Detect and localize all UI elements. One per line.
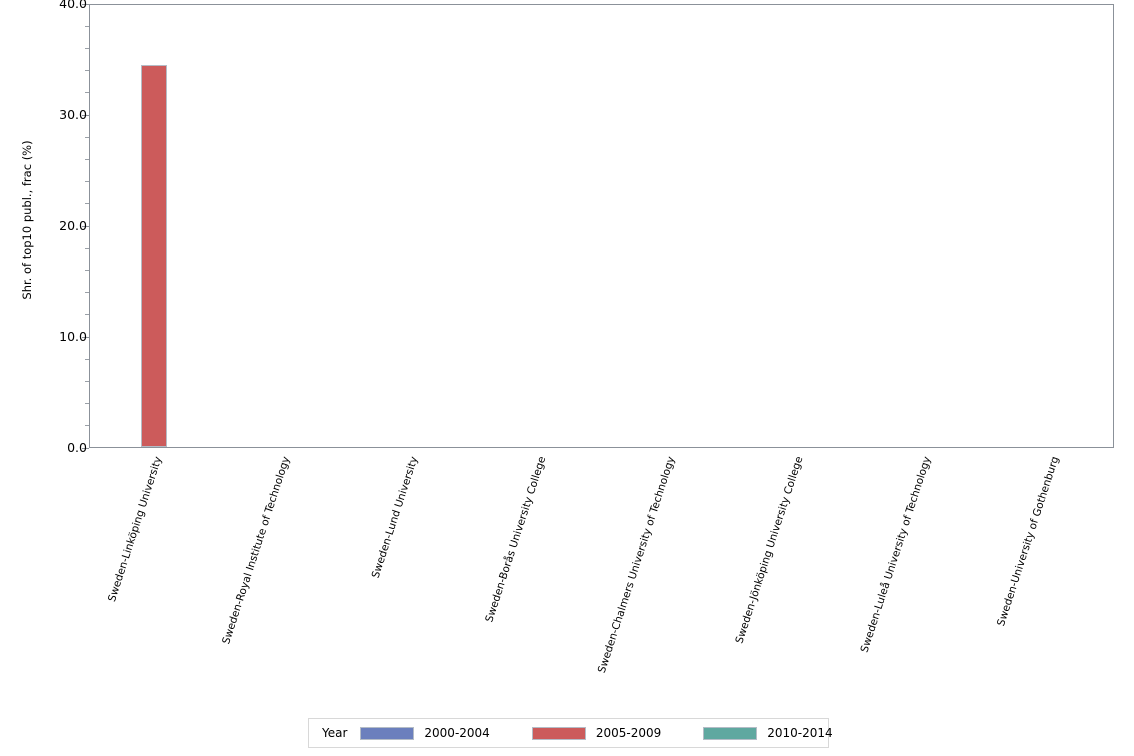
y-tick-minor [85, 70, 89, 72]
y-tick-label: 40.0 [59, 0, 87, 11]
y-tick-major [82, 336, 89, 338]
y-tick-minor [85, 380, 89, 382]
y-tick-minor [85, 158, 89, 160]
x-tick-label: Sweden-Borås University College [483, 455, 549, 624]
y-tick-label: 30.0 [59, 107, 87, 122]
x-tick-label: Sweden-Linköping University [106, 455, 165, 604]
y-tick-minor [85, 92, 89, 94]
legend-swatch [360, 726, 415, 740]
legend-label: 2005-2009 [595, 726, 662, 740]
y-tick-minor [85, 47, 89, 49]
legend-swatch [703, 726, 758, 740]
x-tick-label: Sweden-Royal Institute of Technology [220, 455, 293, 646]
y-tick-minor [85, 358, 89, 360]
y-tick-minor [85, 269, 89, 271]
y-tick-minor [85, 403, 89, 405]
y-tick-minor [85, 181, 89, 183]
legend-label: 2010-2014 [767, 726, 833, 740]
y-tick-major [82, 447, 89, 449]
y-tick-major [82, 225, 89, 227]
y-tick-label: 0.0 [67, 440, 87, 455]
x-tick-label: Sweden-Luleå University of Technology [858, 455, 934, 655]
bar [140, 65, 168, 447]
y-tick-major [82, 114, 89, 116]
legend-title: Year [322, 726, 348, 740]
legend-label: 2000-2004 [424, 726, 490, 740]
y-tick-minor [85, 292, 89, 294]
y-tick-label: 10.0 [59, 329, 87, 344]
legend-swatch [531, 726, 586, 740]
y-tick-minor [85, 314, 89, 316]
legend-entry[interactable]: 2005-2009 [531, 726, 697, 740]
y-tick-minor [85, 247, 89, 249]
x-tick-label: Sweden-University of Gothenburg [995, 455, 1062, 628]
legend-entries: 2000-2004 2005-2009 2010-2014 [360, 726, 838, 740]
x-tick-label: Sweden-Lund University [369, 455, 421, 580]
legend-entry[interactable]: 2000-2004 [360, 726, 525, 740]
legend-entry[interactable]: 2010-2014 [703, 726, 833, 740]
y-tick-minor [85, 425, 89, 427]
x-tick-label: Sweden-Jönköping University College [733, 455, 806, 646]
plot-area [89, 4, 1114, 448]
x-tick-label: Sweden-Chalmers University of Technology [595, 455, 677, 675]
y-tick-minor [85, 25, 89, 27]
legend: Year 2000-2004 2005-2009 2010-2014 [308, 718, 833, 748]
y-tick-major [82, 3, 89, 5]
y-tick-minor [85, 203, 89, 205]
y-tick-label: 20.0 [59, 218, 87, 233]
y-tick-minor [85, 136, 89, 138]
